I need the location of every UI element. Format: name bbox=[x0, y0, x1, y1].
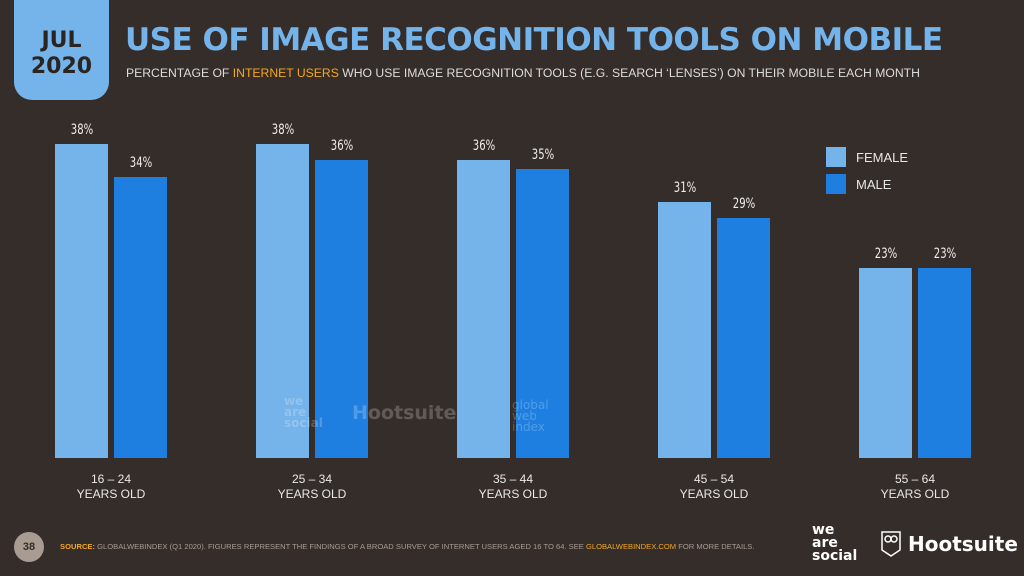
subtitle-highlight: INTERNET USERS bbox=[232, 66, 339, 80]
legend-item-male: MALE bbox=[826, 174, 891, 194]
hootsuite-logo-text: Hootsuite bbox=[908, 532, 1018, 556]
legend-label: FEMALE bbox=[856, 149, 909, 165]
date-badge: JUL 2020 bbox=[14, 0, 109, 100]
bar-value-label: 29% bbox=[732, 196, 755, 213]
bar-value-label: 23% bbox=[933, 245, 956, 262]
we-are-social-logo: we are social bbox=[812, 522, 858, 564]
category-label: 55 – 64 YEARS OLD bbox=[880, 472, 950, 501]
bar-value-label: 36% bbox=[472, 138, 495, 155]
category-label: 45 – 54 YEARS OLD bbox=[679, 472, 749, 501]
watermark-we-are-social: we are social bbox=[284, 394, 323, 430]
bar-value-label: 35% bbox=[531, 146, 554, 163]
legend-swatch-female bbox=[826, 147, 846, 167]
bar-female bbox=[859, 267, 912, 458]
logo-text: social bbox=[812, 548, 858, 564]
owl-icon bbox=[881, 531, 901, 557]
category-label: 16 – 24 YEARS OLD bbox=[76, 472, 146, 501]
bar-male bbox=[918, 267, 971, 458]
legend-swatch-male bbox=[826, 174, 846, 194]
bar-female bbox=[256, 143, 309, 458]
bar-male bbox=[516, 168, 569, 458]
category-label: 25 – 34 YEARS OLD bbox=[277, 472, 347, 501]
legend-item-female: FEMALE bbox=[826, 147, 908, 167]
watermark-global-web-index: global web index bbox=[512, 398, 549, 434]
hootsuite-logo: Hootsuite bbox=[880, 530, 1018, 558]
logo-text: we bbox=[812, 522, 835, 538]
date-month: JUL bbox=[41, 28, 82, 53]
bar-value-label: 36% bbox=[330, 138, 353, 155]
page-subtitle: PERCENTAGE OF INTERNET USERS WHO USE IMA… bbox=[126, 66, 920, 80]
bar-female bbox=[658, 201, 711, 458]
bar-female bbox=[55, 143, 108, 458]
source-tail: FOR MORE DETAILS. bbox=[676, 542, 755, 551]
watermark-hootsuite: Hootsuite bbox=[352, 402, 457, 424]
bar-value-label: 38% bbox=[70, 121, 93, 138]
subtitle-text-tail: WHO USE IMAGE RECOGNITION TOOLS (E.G. SE… bbox=[338, 66, 920, 80]
bar-value-label: 31% bbox=[673, 179, 696, 196]
category-label: 35 – 44 YEARS OLD bbox=[478, 472, 548, 501]
bar-male bbox=[717, 218, 770, 458]
bar-male bbox=[315, 160, 368, 458]
date-year: 2020 bbox=[30, 54, 93, 79]
source-link[interactable]: GLOBALWEBINDEX.COM bbox=[585, 542, 677, 551]
source-note: SOURCE: GLOBALWEBINDEX (Q1 2020). FIGURE… bbox=[60, 542, 754, 551]
page-title: USE OF IMAGE RECOGNITION TOOLS ON MOBILE bbox=[125, 22, 943, 58]
bar-value-label: 23% bbox=[874, 245, 897, 262]
subtitle-text: PERCENTAGE OF bbox=[126, 66, 233, 80]
source-label: SOURCE: bbox=[60, 542, 96, 551]
source-text: GLOBALWEBINDEX (Q1 2020). FIGURES REPRES… bbox=[95, 542, 586, 551]
legend-label: MALE bbox=[856, 176, 892, 192]
logo-text: are bbox=[812, 535, 838, 551]
bar-value-label: 34% bbox=[129, 154, 152, 171]
bar-female bbox=[457, 160, 510, 458]
bar-value-label: 38% bbox=[271, 121, 294, 138]
page-number: 38 bbox=[14, 532, 44, 562]
bar-male bbox=[114, 176, 167, 458]
